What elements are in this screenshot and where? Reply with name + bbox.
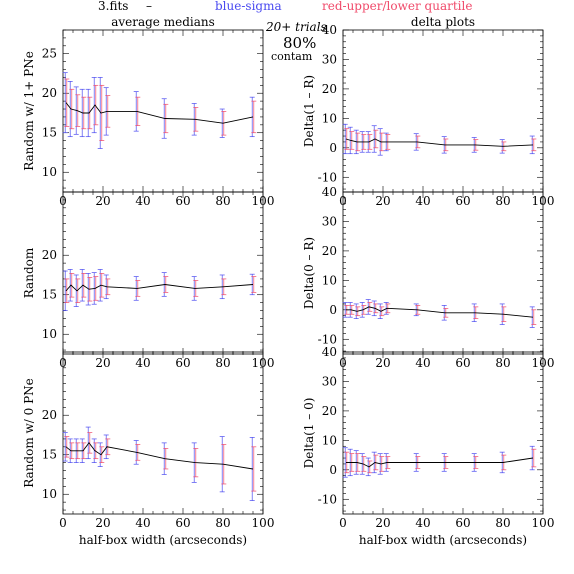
trials-note: 20+ trials	[266, 20, 327, 34]
panel-2-title: delta plots	[411, 15, 475, 29]
panel-1-ytick-label: 10	[42, 165, 57, 179]
panel-3-ytick-label: 20	[42, 248, 57, 262]
panel-5-frame	[62, 351, 264, 515]
panel-5-median-line	[65, 442, 254, 470]
panel-6-ylabel: Delta(1 – 0)	[302, 398, 316, 469]
panel-5-ytick-label: 20	[42, 408, 57, 422]
panel-1-xtick-label: 60	[175, 194, 190, 208]
panel-4-xtick-label: 60	[455, 356, 470, 370]
panel-5-ylabel: Random w/ 0 PNe	[22, 378, 36, 488]
panel-3-ytick-label: 10	[42, 327, 57, 341]
header-dash: –	[146, 0, 152, 13]
panel-5-ytick-label: 15	[42, 448, 57, 462]
panel-5-ytick-label: 10	[42, 487, 57, 501]
panel-3-xtick-label: 80	[215, 356, 230, 370]
panel-2-ylabel: Delta(1 – R)	[302, 75, 316, 147]
panel-3-ylabel: Random	[22, 247, 36, 298]
panel-2-ytick-label: 20	[322, 82, 337, 96]
panel-1-ytick-label: 20	[42, 86, 57, 100]
panel-5-xtick-label: 60	[175, 516, 190, 530]
contam-label: contam	[271, 50, 313, 63]
panel-2-ytick-label: 10	[322, 111, 337, 125]
panel-3-xtick-label: 40	[135, 356, 150, 370]
panel-2-ytick-label: 0	[329, 141, 337, 155]
panel-2-ytick-label: -10	[318, 170, 337, 184]
panel-1-xtick-label: 80	[215, 194, 230, 208]
panel-4-xtick-label: 40	[415, 356, 430, 370]
panel-5-xtick-label: 0	[59, 516, 67, 530]
panel-5-xtick-label: 40	[135, 516, 150, 530]
panel-6-xtick-label: 60	[455, 516, 470, 530]
panel-2-xtick-label: 60	[455, 194, 470, 208]
panel-2-xtick-label: 80	[495, 194, 510, 208]
header-file-name: 3.fits	[98, 0, 129, 13]
panel-5-xlabel: half-box width (arcseconds)	[79, 533, 247, 547]
panel-2-xtick-label: 40	[415, 194, 430, 208]
panel-1-xtick-label: 40	[135, 194, 150, 208]
panel-1-title: average medians	[111, 15, 215, 29]
panel-2-median-line	[345, 138, 534, 147]
panel-6-ytick-label: 10	[322, 433, 337, 447]
panel-2-ytick-label: 40	[322, 23, 337, 37]
panel-6-ytick-label: 0	[329, 463, 337, 477]
legend-blue-sigma: blue-sigma	[215, 0, 282, 13]
panel-4-median-line	[346, 306, 534, 318]
panel-6-median-line	[346, 457, 534, 468]
panel-3-xtick-label: 60	[175, 356, 190, 370]
panel-4-frame	[342, 191, 544, 355]
panel-4-ytick-label: -10	[318, 332, 337, 346]
panel-5-xtick-label: 20	[95, 516, 110, 530]
panel-6-xtick-label: 20	[375, 516, 390, 530]
panel-1-ytick-label: 25	[42, 47, 57, 61]
panel-4-ytick-label: 10	[322, 273, 337, 287]
panel-6-xtick-label: 80	[495, 516, 510, 530]
panel-4-ytick-label: 20	[322, 244, 337, 258]
panel-6-ytick-label: 40	[322, 345, 337, 359]
panel-3-median-line	[65, 284, 254, 292]
panel-4-ytick-label: 40	[322, 185, 337, 199]
panel-1-xtick-label: 20	[95, 194, 110, 208]
panel-1-ylabel: Random w/ 1+ PNe	[22, 51, 36, 171]
panel-4-ylabel: Delta(0 – R)	[302, 237, 316, 309]
panel-6-ytick-label: 20	[322, 404, 337, 418]
panel-5-xtick-label: 100	[252, 516, 275, 530]
panel-4-ytick-label: 0	[329, 303, 337, 317]
panel-6-xlabel: half-box width (arcseconds)	[359, 533, 527, 547]
panel-1-frame	[62, 29, 264, 193]
contam-percent: 80%	[283, 34, 317, 52]
panel-4-xtick-label: 20	[375, 356, 390, 370]
legend-red-quartile: red-upper/lower quartile	[322, 0, 473, 13]
panel-2-xtick-label: 20	[375, 194, 390, 208]
panel-2-ytick-label: 30	[322, 52, 337, 66]
panel-6-ytick-label: -10	[318, 492, 337, 506]
panel-3-frame	[62, 191, 264, 355]
panel-2-frame	[342, 29, 544, 193]
panel-4-xtick-label: 80	[495, 356, 510, 370]
panel-5-xtick-label: 80	[215, 516, 230, 530]
panel-6-frame	[342, 351, 544, 515]
panel-3-xtick-label: 20	[95, 356, 110, 370]
panel-1-median-line	[65, 102, 254, 124]
panel-4-ytick-label: 30	[322, 214, 337, 228]
panel-6-ytick-label: 30	[322, 374, 337, 388]
panel-3-ytick-label: 15	[42, 288, 57, 302]
panel-6-xtick-label: 100	[532, 516, 555, 530]
panel-6-xtick-label: 0	[339, 516, 347, 530]
panel-6-xtick-label: 40	[415, 516, 430, 530]
panel-1-ytick-label: 15	[42, 126, 57, 140]
